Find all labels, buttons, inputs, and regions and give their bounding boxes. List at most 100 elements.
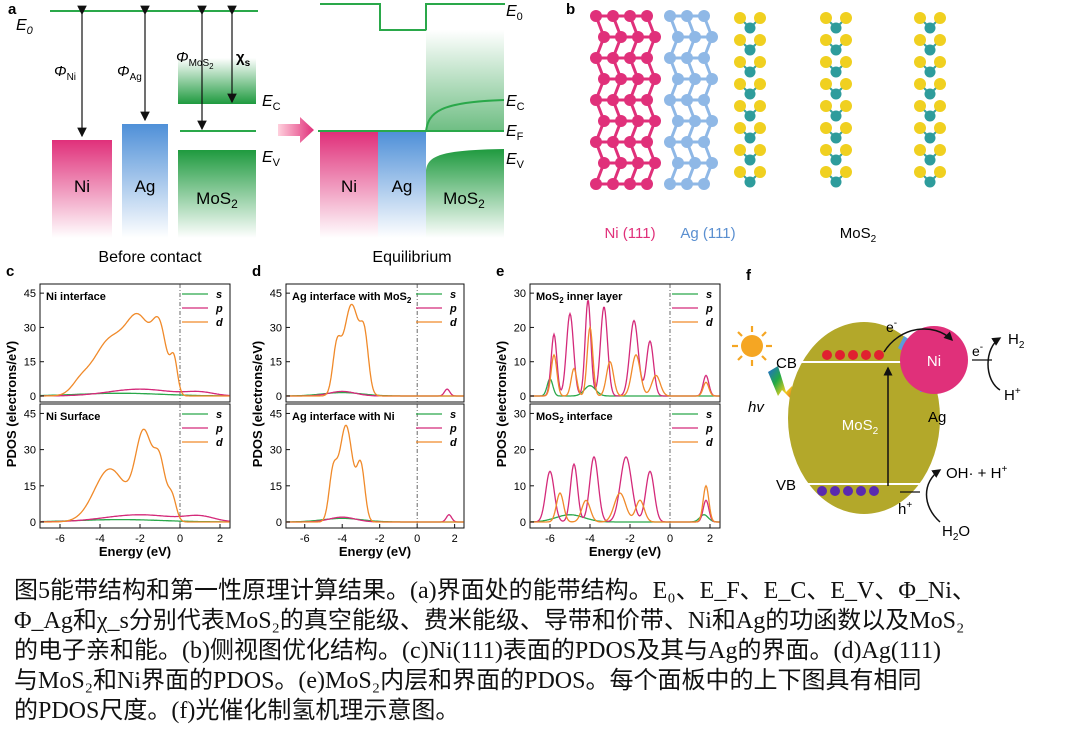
- y-tick-label: 30: [270, 322, 282, 334]
- atom: [624, 52, 636, 64]
- atom: [664, 52, 676, 64]
- mo-atom: [830, 22, 842, 34]
- cb-bent: [425, 99, 505, 133]
- legend-label: p: [215, 303, 223, 315]
- mo-atom: [744, 110, 756, 122]
- y-tick-label: 45: [270, 408, 282, 420]
- ev-label-before: EV: [262, 149, 281, 169]
- sun-icon: [732, 326, 772, 366]
- s-atom: [840, 78, 852, 90]
- y-tick-label: 45: [270, 288, 282, 300]
- atom: [689, 73, 701, 85]
- s-atom: [840, 144, 852, 156]
- subplot-title: MoS2 inner layer: [536, 291, 623, 305]
- atom: [664, 10, 676, 22]
- caption-line: 的PDOS尺度。(f)光催化制氢机理示意图。: [14, 698, 460, 724]
- pdos-p-curve: [530, 455, 720, 523]
- s-atom: [840, 34, 852, 46]
- s-atom: [734, 122, 746, 134]
- mo-atom: [924, 176, 936, 188]
- mo-atom: [744, 22, 756, 34]
- electron-transfer-arrow: [883, 328, 954, 353]
- x-tick-label: 0: [667, 533, 673, 545]
- before-contact-label: Before contact: [98, 249, 202, 266]
- y-tick-label: 15: [270, 357, 282, 369]
- y-tick-label: 30: [514, 288, 526, 300]
- mos2-eq-label: MoS2: [443, 189, 485, 211]
- panel-b-label: b: [566, 1, 575, 18]
- y-tick-label: 0: [30, 517, 36, 529]
- e0-eq-label: E0: [506, 3, 523, 23]
- atom: [689, 31, 701, 43]
- x-tick-label: 2: [217, 533, 223, 545]
- mo-atom: [830, 66, 842, 78]
- legend-label: p: [705, 423, 713, 435]
- x-tick-label: 2: [707, 533, 713, 545]
- e0-label: E0: [16, 17, 34, 37]
- atom: [641, 94, 653, 106]
- x-tick-label: -6: [55, 533, 65, 545]
- ni111-label: Ni (111): [604, 225, 655, 242]
- atom: [632, 73, 644, 85]
- y-tick-label: 30: [270, 445, 282, 457]
- transition-arrow: [278, 117, 314, 143]
- atom: [681, 52, 693, 64]
- atom: [698, 52, 710, 64]
- mo-atom: [830, 88, 842, 100]
- atom: [598, 115, 610, 127]
- mos2-cb-box: [178, 58, 256, 104]
- caption-line: 图5能带结构和第一性原理计算结果。(a)界面处的能带结构。E₀、E_F、E_C、…: [14, 578, 976, 604]
- legend-label: d: [450, 317, 457, 329]
- atom: [698, 136, 710, 148]
- y-tick-label: 0: [520, 391, 526, 403]
- legend-label: s: [450, 409, 456, 421]
- s-atom: [754, 12, 766, 24]
- s-atom: [840, 100, 852, 112]
- legend-label: s: [706, 289, 712, 301]
- x-tick-label: -2: [625, 533, 635, 545]
- s-atom: [914, 122, 926, 134]
- s-atom: [820, 12, 832, 24]
- panel-a: a E0 Ni ΦNi Ag ΦAg MoS2 ΦMoS2 χs EC EV B…: [8, 1, 525, 266]
- mos2-vb-eq: [426, 149, 504, 238]
- atom: [672, 73, 684, 85]
- y-tick-label: 0: [30, 391, 36, 403]
- atom: [672, 115, 684, 127]
- x-axis-label: Energy (eV): [99, 544, 171, 559]
- atom: [706, 157, 718, 169]
- atom: [664, 94, 676, 106]
- s-atom: [820, 122, 832, 134]
- atom: [649, 115, 661, 127]
- legend-label: p: [215, 423, 223, 435]
- mos2-vb-box: [178, 150, 256, 238]
- mo-atom: [924, 22, 936, 34]
- legend-label: s: [216, 409, 222, 421]
- panel-label: e: [496, 263, 504, 280]
- atom: [607, 136, 619, 148]
- pdos-subplot: 0 10 20 30 MoS2 interface spd: [514, 403, 721, 529]
- ni-box: [52, 140, 112, 238]
- e-h2-label: e-: [972, 342, 983, 359]
- y-tick-label: 30: [24, 322, 36, 334]
- s-atom: [734, 78, 746, 90]
- mo-atom: [744, 154, 756, 166]
- mo-atom: [924, 66, 936, 78]
- s-atom: [754, 100, 766, 112]
- s-atom: [934, 78, 946, 90]
- s-atom: [754, 34, 766, 46]
- y-axis-label: PDOS (electrons/eV): [250, 341, 265, 467]
- panel-b: b Ni (111) Ag (111) MoS2: [566, 1, 946, 245]
- h2o-label: H2O: [942, 523, 970, 543]
- x-tick-label: -6: [545, 533, 555, 545]
- s-atom: [754, 122, 766, 134]
- legend-label: d: [706, 437, 713, 449]
- x-tick-label: 0: [177, 533, 183, 545]
- s-atom: [734, 166, 746, 178]
- atom: [590, 52, 602, 64]
- pdos-p-curve: [40, 514, 230, 523]
- holes: [817, 486, 879, 496]
- y-tick-label: 0: [276, 391, 282, 403]
- atom: [590, 178, 602, 190]
- panel-label: d: [252, 263, 261, 280]
- y-tick-label: 10: [514, 481, 526, 493]
